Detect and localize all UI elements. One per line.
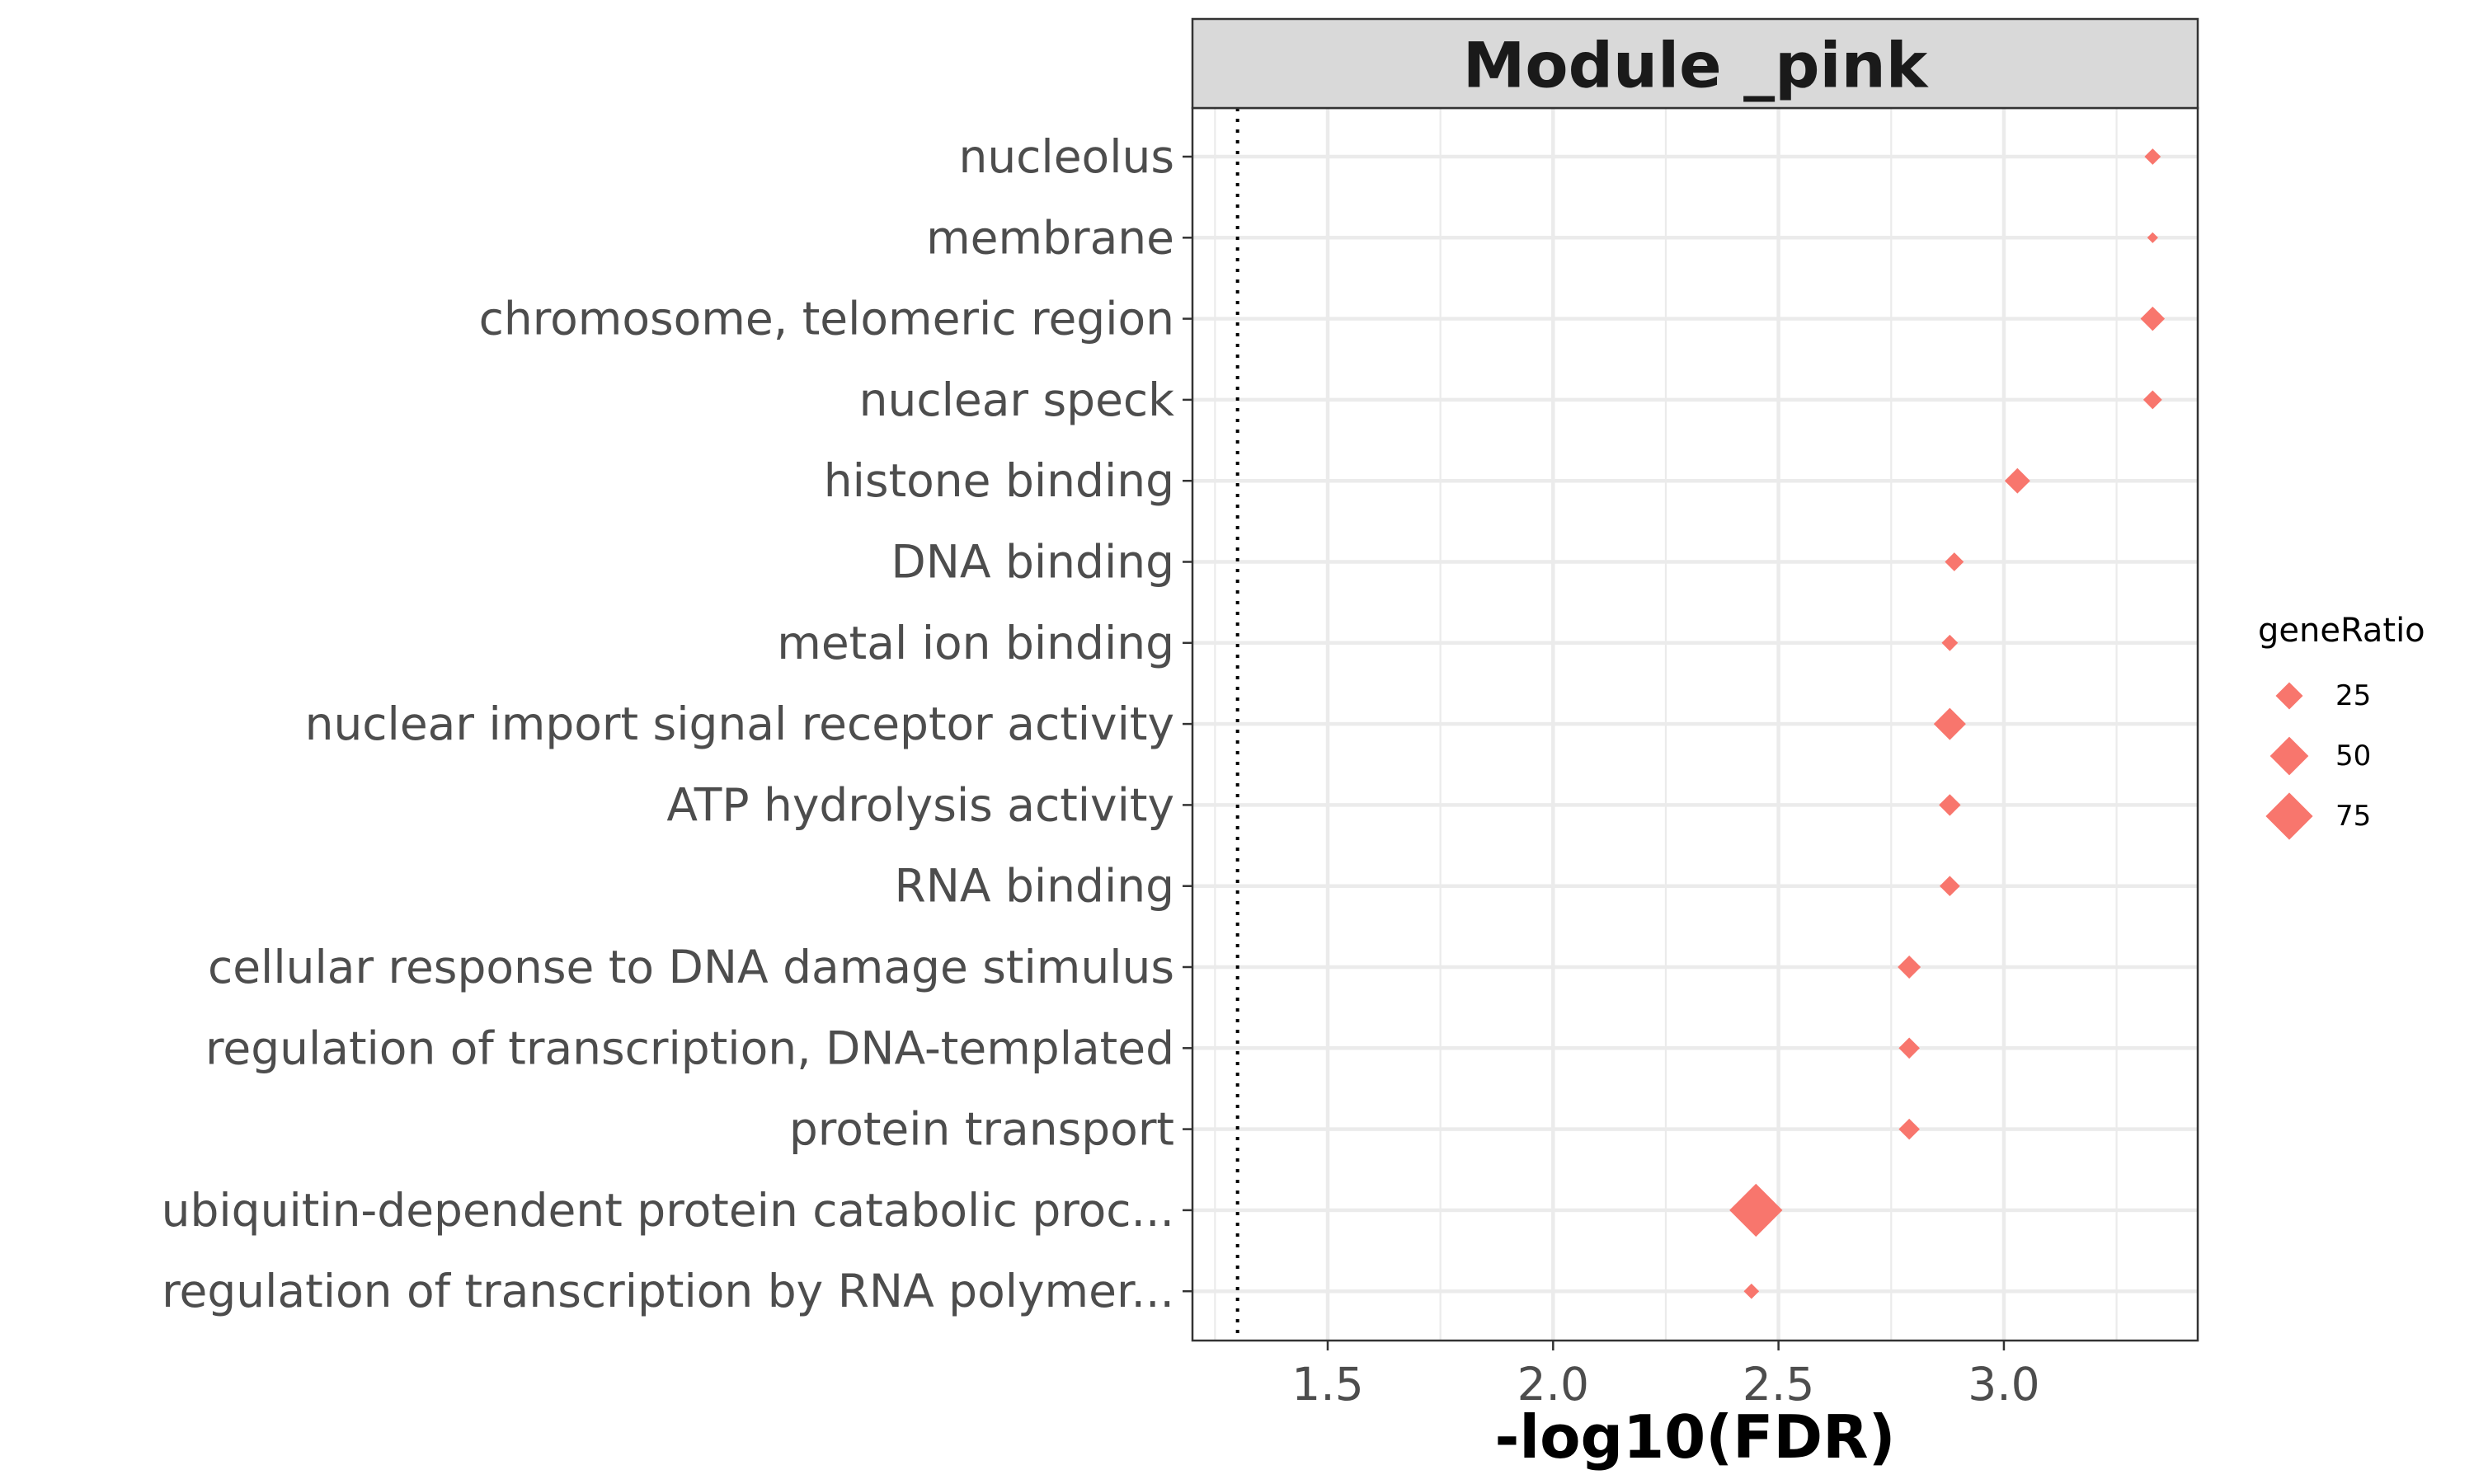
y-tick-label-1: membrane [926,211,1174,264]
y-tick-label-8: ATP hydrolysis activity [666,778,1174,831]
legend-key-1 [2269,736,2309,776]
y-tick-label-13: ubiquitin-dependent protein catabolic pr… [162,1184,1174,1237]
data-point-12 [1898,1118,1920,1140]
legend-label-2: 75 [2335,800,2371,833]
y-axis: nucleolus membrane chromosome, telomeric r… [162,130,1192,1317]
y-tick-label-9: RNA binding [895,860,1174,913]
x-tick-label-1: 2.0 [1517,1358,1589,1411]
x-tick-label-2: 2.5 [1743,1358,1814,1411]
data-point-8 [1939,794,1961,816]
y-tick-label-6: metal ion binding [777,617,1174,669]
y-tick-label-12: protein transport [789,1103,1174,1156]
y-tick-label-5: DNA binding [891,536,1174,589]
facet-title: Module _pink [1463,29,1929,102]
data-point-13 [1729,1183,1783,1237]
data-point-1 [2147,232,2158,243]
data-point-5 [1945,552,1964,571]
x-axis-title: -log10(FDR) [1495,1402,1896,1472]
data-point-9 [1940,876,1960,897]
legend-key-2 [2265,792,2313,840]
x-tick-label-3: 3.0 [1968,1358,2039,1411]
data-point-10 [1898,955,1921,979]
data-point-11 [1898,1037,1920,1059]
grid-lines [1192,108,2198,1341]
y-tick-label-10: cellular response to DNA damage stimulus [208,941,1174,993]
data-point-0 [2144,148,2161,165]
data-points [1729,148,2166,1299]
y-tick-label-2: chromosome, telomeric region [479,293,1174,345]
legend: geneRatio 25 50 75 [2258,612,2425,840]
facet-strip: Module _pink [1191,17,2199,110]
data-point-3 [2142,390,2162,410]
data-point-6 [1941,634,1959,651]
data-point-7 [1933,707,1966,740]
legend-title: geneRatio [2258,612,2425,650]
y-tick-label-11: regulation of transcription, DNA-templat… [205,1021,1174,1074]
y-tick-label-3: nuclear speck [859,373,1175,426]
legend-key-0 [2275,682,2303,710]
x-tick-label-0: 1.5 [1291,1358,1363,1411]
x-axis: 1.5 2.0 2.5 3.0 [1291,1341,2040,1411]
data-point-14 [1743,1283,1760,1299]
y-tick-label-14: regulation of transcription by RNA polym… [162,1265,1174,1317]
data-point-2 [2140,306,2166,331]
y-tick-label-7: nuclear import signal receptor activity [305,697,1174,750]
legend-label-1: 50 [2335,740,2371,773]
plot-panel [1191,106,2199,1342]
data-point-4 [2004,467,2030,494]
facet-strip-background [1191,17,2199,110]
legend-label-0: 25 [2335,679,2371,712]
y-tick-label-0: nucleolus [958,130,1174,183]
y-tick-label-4: histone binding [824,454,1174,507]
